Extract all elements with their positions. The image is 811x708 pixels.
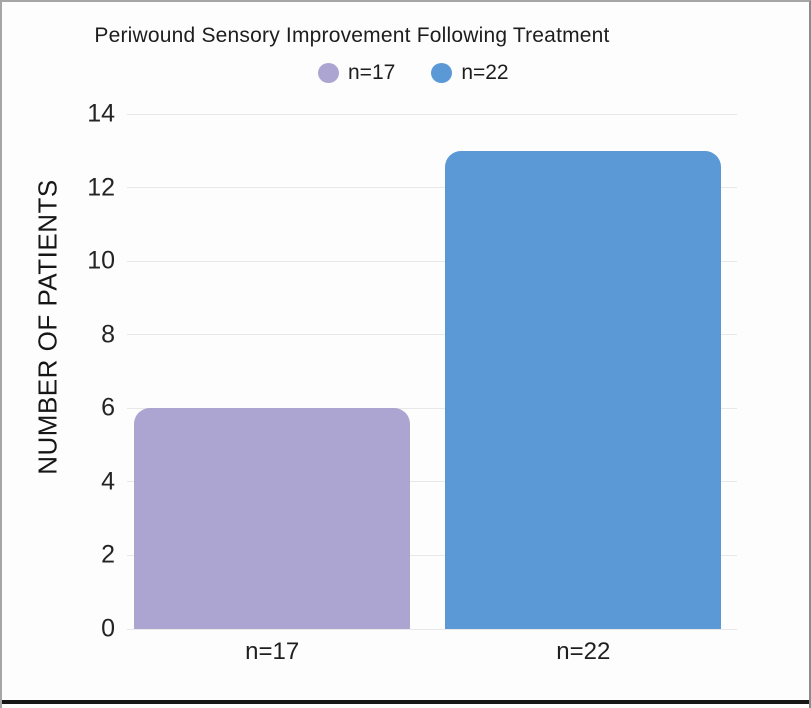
legend-marker-icon [318, 63, 339, 83]
x-tick-label-n17: n=17 [245, 638, 300, 665]
chart-title: Periwound Sensory Improvement Following … [94, 24, 610, 47]
x-tick-label-n22: n=22 [556, 638, 611, 665]
legend-item-n17: n=17 [318, 61, 395, 85]
y-tick-label-4: 4 [101, 467, 115, 496]
gridline-y10 [127, 260, 737, 262]
gridline-y8 [127, 334, 737, 336]
legend: n=17 n=22 [318, 61, 509, 85]
bar-n22 [445, 151, 721, 629]
y-tick-label-2: 2 [101, 540, 115, 569]
y-tick-label-10: 10 [87, 246, 115, 275]
legend-marker-icon [431, 63, 453, 83]
y-tick-label-6: 6 [101, 393, 115, 422]
gridline-y2 [127, 554, 737, 556]
gridline-y0 [127, 628, 737, 630]
legend-item-n22: n=22 [431, 61, 509, 85]
y-tick-label-14: 14 [87, 99, 115, 128]
gridline-y14 [127, 113, 737, 115]
gridline-y12 [127, 187, 737, 189]
frame-bottom-edge [2, 700, 809, 704]
y-tick-label-0: 0 [101, 614, 115, 643]
bar-n17 [134, 408, 410, 629]
legend-label: n=17 [348, 61, 396, 84]
legend-label: n=22 [461, 61, 509, 84]
gridline-y4 [127, 481, 737, 483]
plot-area: 0 2 4 6 8 10 12 14 n=17 n=22 [87, 101, 737, 665]
gridline-y6 [127, 407, 737, 409]
y-tick-label-8: 8 [101, 320, 115, 349]
y-tick-label-12: 12 [87, 173, 115, 202]
